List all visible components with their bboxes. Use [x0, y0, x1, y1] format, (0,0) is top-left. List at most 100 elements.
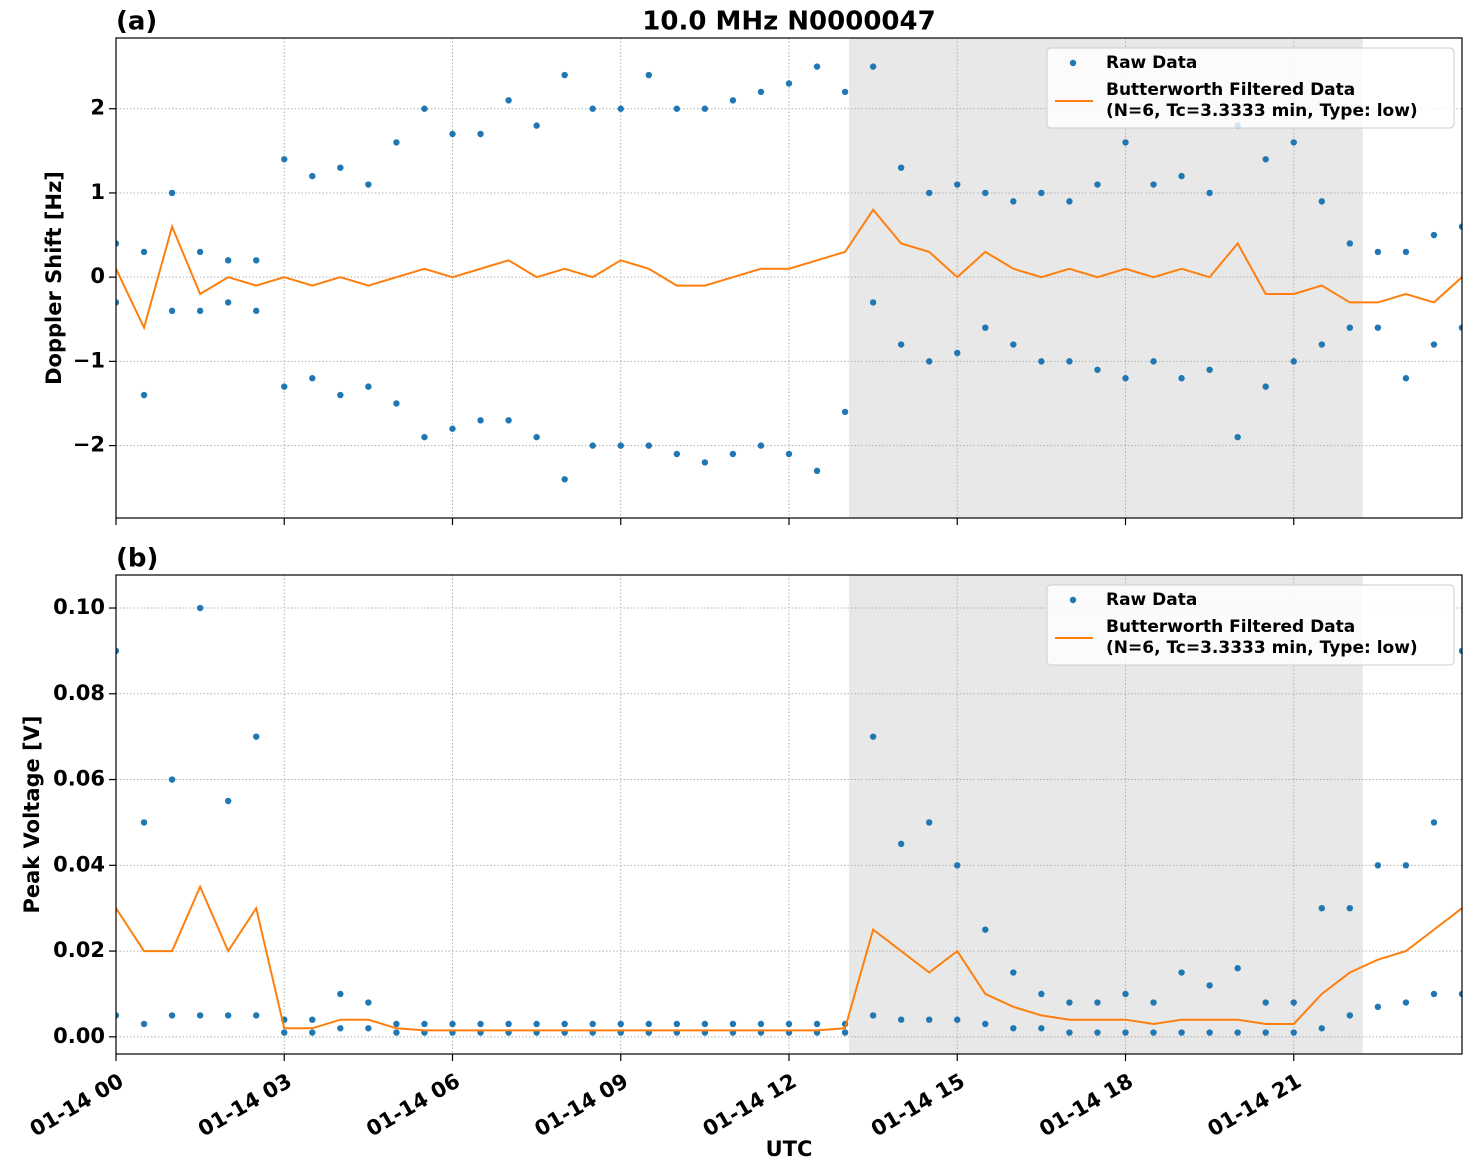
raw-data-point [1458, 990, 1462, 998]
raw-data-point [309, 1029, 316, 1036]
raw-data-point [926, 1016, 933, 1023]
raw-data-point [224, 797, 232, 805]
raw-data-point [1262, 156, 1269, 163]
raw-data-point [533, 433, 540, 441]
x-tick-label: 01-14 06 [362, 1069, 464, 1142]
raw-data-point [1374, 324, 1382, 331]
raw-data-point [196, 1012, 204, 1019]
y-tick-label: 0.02 [53, 938, 105, 962]
raw-data-point [869, 299, 877, 306]
raw-data-point [645, 71, 652, 79]
raw-data-point [982, 1020, 989, 1028]
raw-data-point [477, 130, 484, 138]
raw-data-point [1094, 999, 1101, 1006]
chart-title: 10.0 MHz N0000047 [642, 7, 935, 37]
plot-area [116, 604, 1462, 1036]
raw-data-point [393, 139, 400, 146]
raw-data-point [897, 164, 905, 171]
raw-data-point [253, 307, 260, 315]
x-tick-label: 01-14 15 [867, 1069, 969, 1142]
raw-data-point [1178, 969, 1185, 976]
raw-data-point [589, 1020, 596, 1028]
raw-data-point [1206, 1029, 1213, 1036]
raw-data-point [505, 417, 512, 424]
raw-data-point [224, 1012, 232, 1019]
raw-data-point [196, 248, 204, 256]
legend-label: Butterworth Filtered Data [1106, 617, 1355, 637]
raw-data-point [982, 189, 989, 197]
raw-data-point [954, 1016, 961, 1023]
raw-data-point [449, 1020, 456, 1028]
legend-marker [1069, 59, 1077, 67]
raw-data-point [897, 341, 905, 348]
raw-data-point [1318, 341, 1325, 348]
y-tick-label: 0.04 [53, 852, 105, 876]
raw-data-point [393, 1029, 400, 1036]
raw-data-point [196, 604, 204, 612]
legend-box [1046, 584, 1455, 666]
raw-data-point [673, 450, 681, 458]
raw-data-point [1346, 240, 1354, 247]
raw-data-point [1206, 982, 1213, 989]
raw-data-point [337, 1025, 344, 1032]
raw-data-point [1010, 341, 1017, 348]
raw-data-point [701, 1020, 709, 1028]
raw-data-point [337, 164, 344, 171]
filtered-line [116, 208, 1462, 331]
axes-frame [115, 37, 1463, 519]
filtered-line [116, 884, 1462, 1032]
raw-data-point [224, 299, 232, 306]
raw-data-point [785, 1020, 793, 1028]
axes-frame [115, 574, 1463, 1055]
raw-data-point [841, 408, 849, 416]
raw-data-point [561, 1020, 568, 1028]
raw-data-point [1038, 1025, 1045, 1032]
raw-data-point [701, 459, 709, 466]
raw-data-point [253, 1012, 260, 1019]
raw-data-point [1262, 383, 1269, 390]
raw-data-point [1402, 248, 1410, 256]
raw-data-point [168, 1012, 176, 1019]
raw-data-point [617, 1020, 624, 1028]
raw-data-point [1430, 819, 1438, 826]
raw-data-point [729, 450, 737, 458]
raw-data-point [1262, 1029, 1269, 1036]
raw-data-point [1374, 1003, 1382, 1011]
raw-data-point [757, 442, 765, 449]
raw-data-point [1010, 1025, 1017, 1032]
x-axis-label: UTC [766, 1137, 813, 1161]
panel: 01-14 00 01-14 03 01-14 06 01-14 09 01-14 12… [20, 544, 1463, 1161]
raw-data-point [1066, 999, 1073, 1006]
raw-data-point [365, 181, 372, 188]
y-tick-label: 0.08 [53, 681, 105, 705]
raw-data-point [505, 97, 512, 104]
raw-data-point [1038, 189, 1045, 197]
raw-data-point [897, 840, 905, 848]
raw-data-point [1094, 1029, 1101, 1036]
legend-marker [1069, 596, 1077, 604]
panel-label: (b) [116, 544, 158, 574]
raw-data-point [140, 391, 148, 399]
legend-label-detail: (N=6, Tc=3.3333 min, Type: low) [1106, 638, 1418, 658]
raw-data-point [533, 1020, 540, 1028]
raw-data-point [1402, 999, 1410, 1006]
raw-data-point [1430, 341, 1438, 348]
x-tick-label: 01-14 03 [194, 1069, 296, 1142]
raw-data-point [1318, 904, 1325, 912]
raw-data-point [1122, 375, 1129, 382]
raw-data-point [393, 1020, 400, 1028]
raw-data-point [1290, 999, 1297, 1006]
raw-data-point [253, 257, 260, 264]
raw-data-point [954, 349, 961, 357]
panel: −2 −1 0 1 2 (a) 10.0 MHz N0000047 Doppler Shift… [42, 7, 1463, 525]
panel-label: (a) [116, 7, 157, 37]
raw-data-point [841, 88, 849, 96]
raw-data-point [897, 1016, 905, 1023]
raw-data-point [982, 926, 989, 933]
x-tick-label: 01-14 21 [1203, 1069, 1305, 1142]
raw-data-point [1374, 248, 1382, 256]
raw-data-point [253, 733, 260, 740]
raw-data-point [1010, 198, 1017, 205]
raw-data-point [140, 1020, 148, 1028]
